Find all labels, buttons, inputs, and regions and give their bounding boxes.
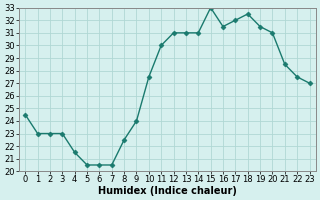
X-axis label: Humidex (Indice chaleur): Humidex (Indice chaleur) bbox=[98, 186, 237, 196]
